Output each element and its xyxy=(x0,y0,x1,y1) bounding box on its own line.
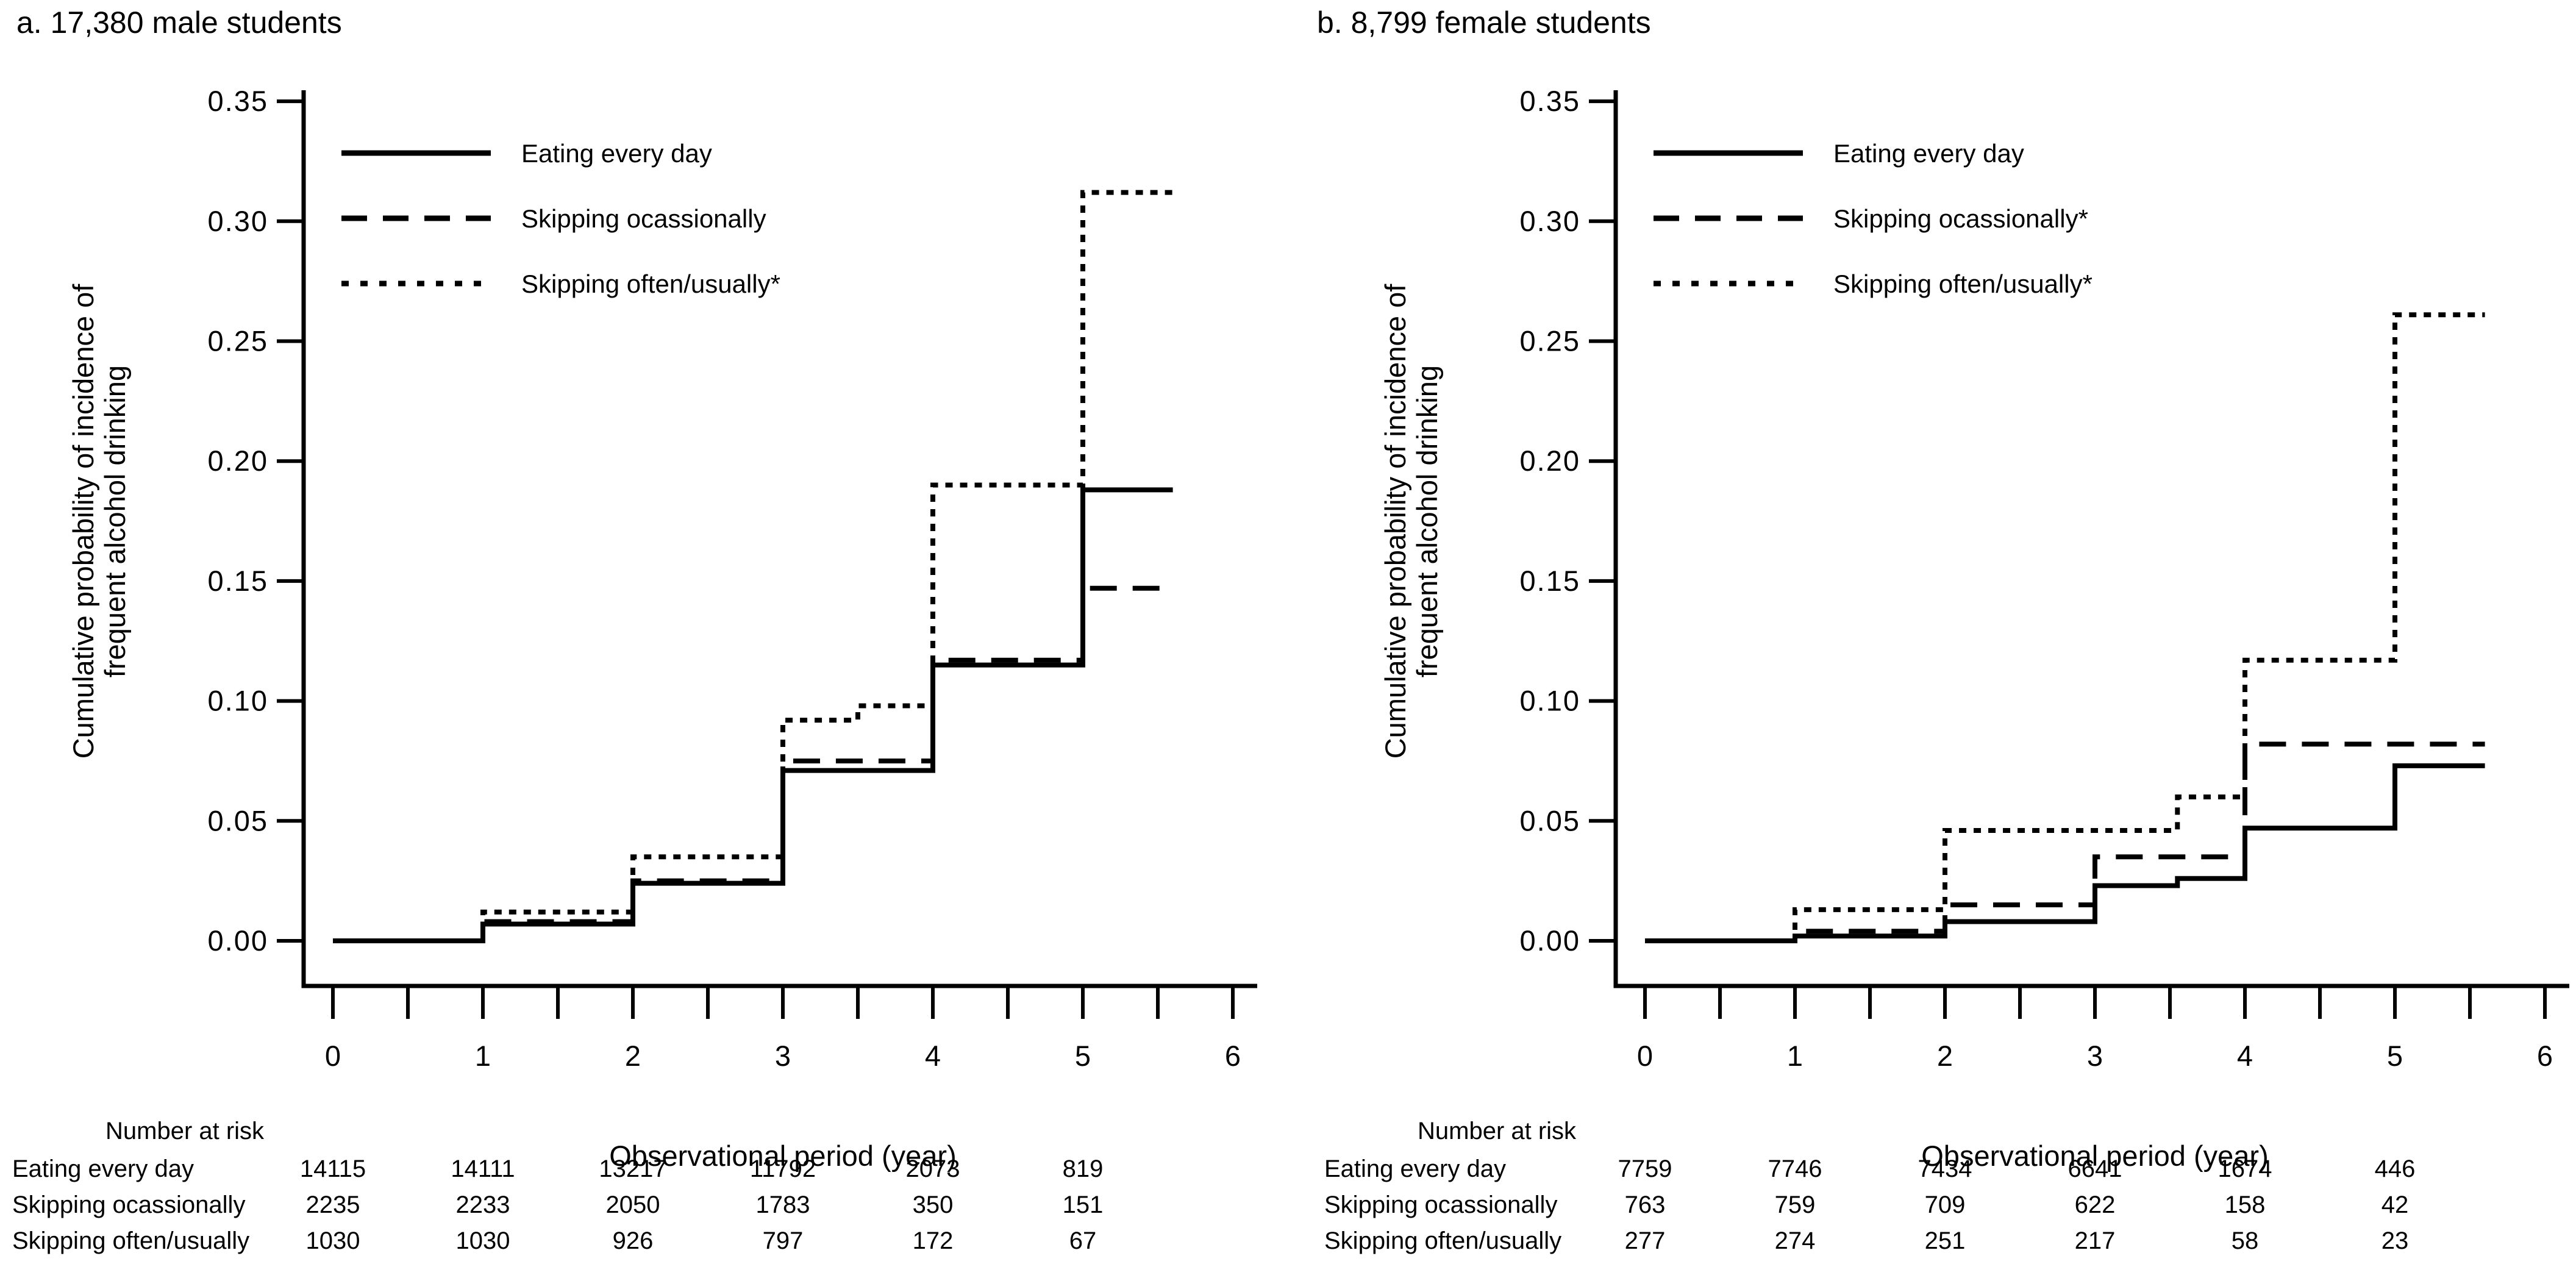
risk-value: 251 xyxy=(1925,1227,1966,1254)
panel-a xyxy=(277,90,1257,1019)
risk-value: 14111 xyxy=(451,1155,515,1182)
series-curve-dotted xyxy=(333,190,1173,943)
series-curve-long-dash xyxy=(1645,741,2485,943)
risk-value: 622 xyxy=(2075,1191,2116,1218)
y-tick-label: 0.20 xyxy=(1520,445,1580,477)
risk-value: 58 xyxy=(2232,1227,2259,1254)
risk-row-label: Skipping often/usually xyxy=(12,1227,249,1254)
y-tick-label: 0.10 xyxy=(1520,685,1580,717)
y-tick-label: 0.25 xyxy=(208,325,268,357)
panel-a-title: a. 17,380 male students xyxy=(16,5,342,40)
y-axis-title: Cumulative probability of incidence of xyxy=(67,284,99,759)
panel-b xyxy=(1589,90,2569,1019)
risk-table-header: Number at risk xyxy=(105,1118,265,1144)
risk-row-label: Skipping ocassionally xyxy=(1324,1191,1557,1218)
x-tick-label: 2 xyxy=(625,1040,641,1072)
x-tick-label: 0 xyxy=(1637,1040,1653,1072)
y-tick-label: 0.15 xyxy=(208,565,268,597)
risk-row-label: Eating every day xyxy=(1324,1155,1506,1182)
risk-value: 11792 xyxy=(750,1155,816,1182)
series-curve-solid xyxy=(1645,763,2485,943)
risk-value: 67 xyxy=(1069,1227,1097,1254)
y-tick-label: 0.35 xyxy=(1520,85,1580,117)
y-tick-label: 0.35 xyxy=(208,85,268,117)
risk-value: 1674 xyxy=(2218,1155,2272,1182)
y-axis-title: frequent alcohol drinking xyxy=(99,365,131,677)
y-tick-label: 0.30 xyxy=(1520,205,1580,237)
risk-table-header: Number at risk xyxy=(1418,1118,1577,1144)
y-axis-title: frequent alcohol drinking xyxy=(1411,365,1443,677)
risk-row-label: Eating every day xyxy=(12,1155,194,1182)
risk-value: 158 xyxy=(2225,1191,2266,1218)
x-tick-label: 3 xyxy=(2087,1040,2103,1072)
risk-value: 274 xyxy=(1775,1227,1816,1254)
x-tick-label: 2 xyxy=(1937,1040,1953,1072)
legend-label: Skipping often/usually* xyxy=(1833,270,2093,298)
risk-value: 1783 xyxy=(756,1191,810,1218)
x-tick-label: 6 xyxy=(1225,1040,1241,1072)
panel-b-title: b. 8,799 female students xyxy=(1317,5,1651,40)
risk-value: 709 xyxy=(1925,1191,1966,1218)
risk-value: 2050 xyxy=(606,1191,660,1218)
risk-value: 14115 xyxy=(300,1155,366,1182)
x-tick-label: 3 xyxy=(775,1040,791,1072)
y-tick-label: 0.25 xyxy=(1520,325,1580,357)
risk-value: 6641 xyxy=(2068,1155,2122,1182)
legend-label: Skipping ocassionally* xyxy=(1833,204,2088,233)
risk-value: 2233 xyxy=(456,1191,510,1218)
series-curve-long-dash xyxy=(333,585,1173,943)
risk-value: 217 xyxy=(2075,1227,2116,1254)
risk-value: 2235 xyxy=(306,1191,360,1218)
x-tick-label: 6 xyxy=(2537,1040,2553,1072)
risk-value: 277 xyxy=(1625,1227,1666,1254)
risk-value: 819 xyxy=(1063,1155,1104,1182)
x-tick-label: 4 xyxy=(925,1040,941,1072)
legend-label: Skipping ocassionally xyxy=(521,204,766,233)
y-tick-label: 0.05 xyxy=(208,804,268,837)
risk-value: 2073 xyxy=(906,1155,960,1182)
x-tick-label: 1 xyxy=(1787,1040,1803,1072)
risk-value: 1030 xyxy=(306,1227,360,1254)
risk-value: 13217 xyxy=(599,1155,666,1182)
risk-value: 763 xyxy=(1625,1191,1666,1218)
risk-value: 926 xyxy=(613,1227,654,1254)
y-axis-title: Cumulative probability of incidence of xyxy=(1379,284,1411,759)
risk-value: 446 xyxy=(2375,1155,2416,1182)
x-tick-label: 4 xyxy=(2237,1040,2253,1072)
x-tick-label: 5 xyxy=(1075,1040,1091,1072)
y-tick-label: 0.00 xyxy=(208,924,268,957)
risk-value: 759 xyxy=(1775,1191,1816,1218)
risk-value: 172 xyxy=(913,1227,954,1254)
x-tick-label: 1 xyxy=(475,1040,491,1072)
risk-row-label: Skipping often/usually xyxy=(1324,1227,1561,1254)
risk-value: 151 xyxy=(1063,1191,1104,1218)
risk-row-label: Skipping ocassionally xyxy=(12,1191,245,1218)
x-tick-label: 5 xyxy=(2387,1040,2403,1072)
risk-value: 797 xyxy=(763,1227,804,1254)
y-tick-label: 0.00 xyxy=(1520,924,1580,957)
risk-value: 42 xyxy=(2382,1191,2409,1218)
risk-value: 1030 xyxy=(456,1227,510,1254)
legend-label: Eating every day xyxy=(521,139,712,168)
y-tick-label: 0.05 xyxy=(1520,804,1580,837)
x-tick-label: 0 xyxy=(325,1040,341,1072)
risk-value: 23 xyxy=(2382,1227,2409,1254)
y-tick-label: 0.15 xyxy=(1520,565,1580,597)
risk-value: 7759 xyxy=(1618,1155,1672,1182)
legend-label: Eating every day xyxy=(1833,139,2024,168)
series-curve-dotted xyxy=(1645,312,2485,943)
y-tick-label: 0.10 xyxy=(208,685,268,717)
legend-label: Skipping often/usually* xyxy=(521,270,780,298)
x-axis-title: Observational period (year) xyxy=(1921,1140,2269,1172)
x-axis-title: Observational period (year) xyxy=(609,1140,957,1172)
risk-value: 350 xyxy=(913,1191,954,1218)
risk-value: 7434 xyxy=(1918,1155,1972,1182)
y-tick-label: 0.20 xyxy=(208,445,268,477)
risk-value: 7746 xyxy=(1768,1155,1822,1182)
y-tick-label: 0.30 xyxy=(208,205,268,237)
series-curve-solid xyxy=(333,487,1173,943)
